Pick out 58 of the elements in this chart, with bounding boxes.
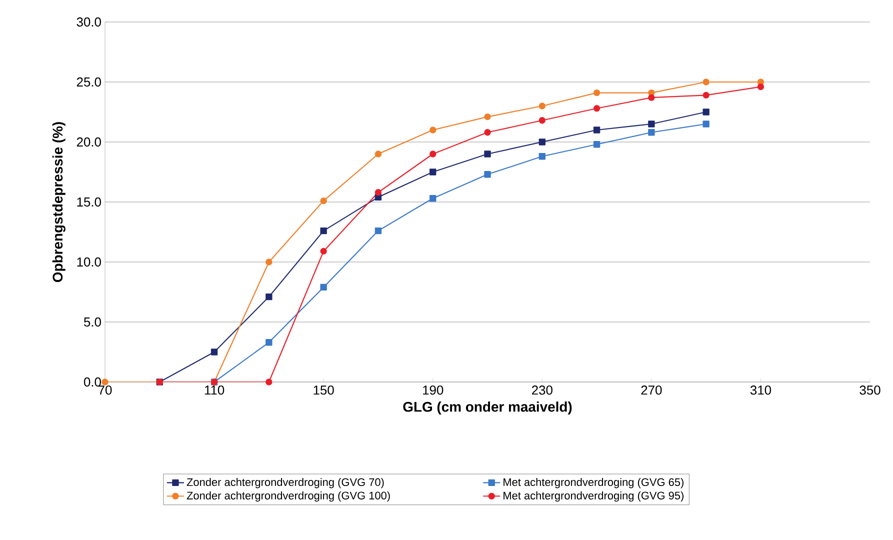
x-tick-label: 70 — [98, 386, 112, 395]
point — [702, 108, 710, 116]
point — [538, 138, 546, 146]
y-tick-label: 25.0 — [76, 77, 101, 87]
y-tick-label: 20.0 — [76, 137, 101, 147]
x-tick-label: 350 — [860, 386, 880, 395]
point — [102, 378, 108, 386]
legend-label: Zonder achtergrondverdroging (GVG 70) — [186, 478, 384, 488]
point — [430, 168, 436, 176]
point — [430, 195, 436, 202]
legend-label: Met achtergrondverdroging (GVG 95) — [504, 491, 684, 502]
point — [593, 105, 600, 112]
point — [430, 126, 436, 134]
point — [374, 227, 382, 234]
point — [266, 293, 272, 300]
point — [266, 258, 272, 266]
point — [484, 171, 491, 178]
y-tick-label: 5.0 — [84, 317, 101, 327]
point — [484, 113, 491, 120]
point — [593, 141, 600, 148]
point — [320, 197, 327, 204]
point — [320, 227, 327, 234]
point — [538, 117, 546, 124]
x-tick-label: 310 — [750, 386, 772, 395]
point — [374, 189, 382, 196]
point — [538, 153, 546, 160]
y-axis-title: Opbrengstdepressie (%) — [52, 122, 66, 282]
point — [593, 89, 600, 96]
x-tick-label: 150 — [314, 386, 334, 395]
point — [320, 248, 327, 255]
point — [702, 120, 710, 128]
x-axis-title: GLG (cm onder maaiveld) — [403, 402, 572, 415]
point — [702, 92, 710, 99]
y-tick-label: 0.0 — [84, 377, 101, 387]
point — [648, 129, 655, 136]
point — [320, 284, 327, 291]
point — [266, 339, 272, 346]
point — [484, 150, 491, 158]
point — [430, 150, 436, 158]
legend-label: Met achtergrondverdroging (GVG 65) — [504, 478, 684, 488]
x-tick-label: 190 — [423, 386, 444, 395]
point — [210, 348, 218, 356]
point — [757, 83, 764, 90]
point — [538, 102, 546, 110]
y-tick-label: 15.0 — [77, 197, 101, 207]
point — [648, 120, 655, 128]
y-tick-label: 10.0 — [77, 257, 101, 267]
x-tick-label: 270 — [641, 386, 662, 395]
y-tick-label: 30.0 — [76, 17, 101, 27]
point — [484, 129, 491, 136]
x-tick-label: 230 — [532, 386, 552, 395]
x-tick-label: 110 — [204, 386, 224, 395]
point — [648, 94, 655, 101]
point — [593, 126, 600, 134]
point — [374, 150, 382, 158]
point — [702, 78, 710, 86]
legend-label: Zonder achtergrondverdroging (GVG 100) — [186, 491, 390, 502]
point — [266, 378, 272, 386]
